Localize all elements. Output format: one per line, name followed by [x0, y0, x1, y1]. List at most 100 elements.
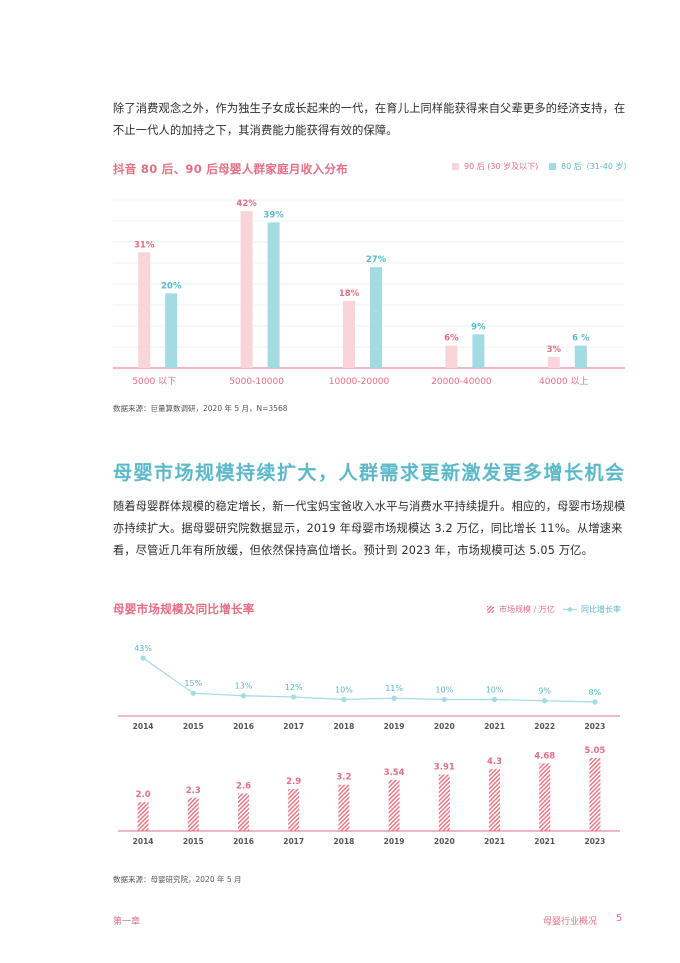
- growth-rate-point: [240, 693, 247, 699]
- bar-90s: [445, 345, 458, 368]
- chart1-legend-80: 80 后（31-40 岁）: [549, 161, 632, 172]
- market-size-label: 2.0: [136, 790, 151, 800]
- market-size-label: 3.2: [336, 773, 351, 783]
- chart2-source: 数据来源：母婴研究院，2020 年 5 月: [113, 875, 242, 884]
- market-size-label: 3.91: [434, 762, 455, 772]
- growth-rate-label: 9%: [538, 687, 551, 696]
- bar-80s: [165, 293, 178, 368]
- year-tick-label: 2022: [534, 722, 555, 731]
- chart1-title: 抖音 80 后、90 后母婴人群家庭月收入分布: [113, 162, 348, 176]
- year-tick-label: 2017: [283, 837, 304, 846]
- market-size-bar: [137, 802, 149, 831]
- x-tick-label: 40000 以上: [539, 376, 589, 387]
- bar-90s: [343, 300, 355, 368]
- growth-rate-label: 11%: [385, 684, 403, 693]
- chart1-legend-90: 90 后 (30 岁及以下): [452, 161, 538, 172]
- growth-rate-label: 10%: [335, 685, 353, 694]
- footer-page-number: 5: [616, 913, 623, 924]
- legend-line-swatch: [563, 607, 577, 612]
- bar-value-label: 20%: [161, 281, 182, 291]
- market-size-bar: [438, 774, 450, 831]
- bar-value-label: 31%: [134, 240, 155, 250]
- chart2-title: 母婴市场规模及同比增长率: [113, 602, 255, 616]
- growth-rate-point: [542, 698, 548, 704]
- footer-chapter: 第一章: [113, 917, 141, 927]
- legend-label-line: 同比增长率: [581, 605, 621, 614]
- year-tick-label: 2020: [434, 722, 455, 731]
- year-tick-label: 2014: [133, 837, 154, 846]
- section-paragraph: 随着母婴群体规模的稳定增长，新一代宝妈宝爸收入水平与消费水平持续提升。相应的，母…: [113, 500, 626, 557]
- bar-80s: [574, 345, 587, 368]
- market-size-label: 2.9: [286, 777, 301, 787]
- legend-swatch-pink: [452, 163, 459, 170]
- market-size-bar: [187, 797, 199, 831]
- growth-rate-label: 13%: [235, 682, 253, 691]
- x-tick-label: 5000-10000: [229, 377, 284, 387]
- market-size-bar: [338, 784, 350, 831]
- growth-rate-label: 10%: [435, 685, 453, 694]
- growth-rate-point: [592, 699, 598, 705]
- year-tick-label: 2016: [233, 837, 254, 846]
- market-size-bar: [238, 793, 249, 831]
- growth-rate-label: 10%: [486, 685, 504, 694]
- legend-hatch-swatch: [487, 606, 494, 613]
- year-tick-label: 2018: [333, 837, 354, 846]
- growth-rate-point: [441, 696, 447, 703]
- year-tick-label: 2021: [484, 722, 505, 731]
- market-size-label: 2.6: [236, 781, 251, 791]
- year-tick-label: 2015: [183, 722, 204, 731]
- growth-rate-label: 8%: [589, 688, 602, 697]
- bar-value-label: 9%: [471, 322, 486, 332]
- bar-80s: [370, 267, 382, 368]
- x-tick-label: 5000 以下: [132, 377, 176, 387]
- market-size-label: 4.3: [487, 757, 502, 767]
- year-tick-label: 2014: [133, 722, 154, 731]
- year-tick-label: 2021: [484, 837, 505, 846]
- year-tick-label: 2016: [233, 722, 254, 731]
- market-size-label: 2.3: [186, 786, 201, 796]
- market-size-label: 3.54: [384, 768, 405, 778]
- year-tick-label: 2017: [283, 722, 304, 731]
- market-size-bar: [288, 789, 300, 831]
- market-size-bar: [539, 763, 551, 831]
- growth-rate-point: [140, 655, 146, 661]
- bar-value-label: 39%: [263, 210, 284, 220]
- bar-90s: [138, 252, 151, 368]
- growth-rate-line: [142, 657, 595, 703]
- legend-swatch-teal: [549, 163, 556, 170]
- bar-value-label: 27%: [366, 255, 387, 265]
- market-size-label: 5.05: [584, 746, 605, 756]
- legend-label-90: 90 后 (30 岁及以下): [464, 162, 539, 171]
- year-tick-label: 2020: [434, 837, 455, 846]
- year-tick-label: 2023: [584, 722, 605, 731]
- growth-rate-point: [190, 690, 196, 696]
- bar-value-label: 6 %: [572, 334, 590, 344]
- x-tick-label: 20000-40000: [431, 377, 492, 387]
- bar-90s: [240, 211, 253, 368]
- legend-label-bar: 市场规模 / 万亿: [499, 605, 555, 614]
- chart2-legend-line: 同比增长率: [563, 604, 621, 615]
- year-tick-label: 2023: [584, 837, 605, 846]
- chart1-source: 数据来源：巨量算数调研，2020 年 5 月，N=3568: [113, 404, 288, 413]
- legend-label-80: 80 后（31-40 岁）: [561, 162, 632, 171]
- bar-value-label: 3%: [547, 345, 562, 355]
- bar-80s: [267, 222, 280, 368]
- market-size-bar: [388, 779, 400, 831]
- growth-rate-label: 15%: [184, 679, 202, 688]
- growth-rate-point: [491, 696, 498, 703]
- bar-90s: [547, 356, 560, 368]
- footer-section: 母婴行业概况: [543, 917, 598, 927]
- growth-rate-label: 43%: [134, 644, 152, 653]
- bar-value-label: 6%: [444, 334, 459, 344]
- market-size-chart: 43% 2014 15% 2015 13% 2016 12% 2017 10% 2018 11% 20…: [118, 644, 620, 846]
- bar-value-label: 42%: [236, 199, 257, 209]
- year-tick-label: 2019: [384, 837, 405, 846]
- section-heading: 母婴市场规模持续扩大，人群需求更新激发更多增长机会: [113, 462, 626, 484]
- year-tick-label: 2018: [333, 722, 354, 731]
- bar-80s: [472, 334, 485, 368]
- market-size-bar: [489, 768, 500, 831]
- intro-paragraph: 除了消费观念之外，作为独生子女成长起来的一代，在育儿上同样能获得来自父辈更多的经…: [113, 102, 626, 137]
- growth-rate-point: [291, 694, 297, 700]
- year-tick-label: 2021: [534, 837, 555, 846]
- growth-rate-point: [391, 695, 397, 701]
